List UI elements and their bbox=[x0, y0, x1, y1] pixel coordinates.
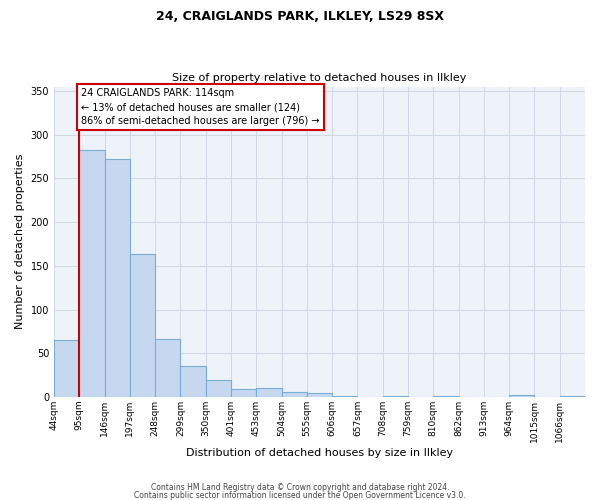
Bar bbox=[79, 150, 104, 397]
Bar bbox=[433, 396, 458, 397]
Bar bbox=[181, 366, 206, 397]
Bar bbox=[54, 340, 79, 397]
Bar bbox=[104, 159, 130, 397]
Bar bbox=[256, 388, 281, 397]
Bar bbox=[155, 340, 181, 397]
Bar bbox=[560, 396, 585, 397]
Text: Contains HM Land Registry data © Crown copyright and database right 2024.: Contains HM Land Registry data © Crown c… bbox=[151, 484, 449, 492]
Bar bbox=[281, 392, 307, 397]
Bar bbox=[509, 396, 535, 397]
Bar bbox=[307, 392, 332, 397]
X-axis label: Distribution of detached houses by size in Ilkley: Distribution of detached houses by size … bbox=[186, 448, 453, 458]
Bar bbox=[231, 389, 256, 397]
Y-axis label: Number of detached properties: Number of detached properties bbox=[15, 154, 25, 330]
Text: 24 CRAIGLANDS PARK: 114sqm
← 13% of detached houses are smaller (124)
86% of sem: 24 CRAIGLANDS PARK: 114sqm ← 13% of deta… bbox=[82, 88, 320, 126]
Bar bbox=[332, 396, 358, 397]
Text: 24, CRAIGLANDS PARK, ILKLEY, LS29 8SX: 24, CRAIGLANDS PARK, ILKLEY, LS29 8SX bbox=[156, 10, 444, 23]
Bar bbox=[383, 396, 408, 397]
Bar bbox=[206, 380, 231, 397]
Title: Size of property relative to detached houses in Ilkley: Size of property relative to detached ho… bbox=[172, 73, 467, 83]
Bar bbox=[130, 254, 155, 397]
Text: Contains public sector information licensed under the Open Government Licence v3: Contains public sector information licen… bbox=[134, 491, 466, 500]
